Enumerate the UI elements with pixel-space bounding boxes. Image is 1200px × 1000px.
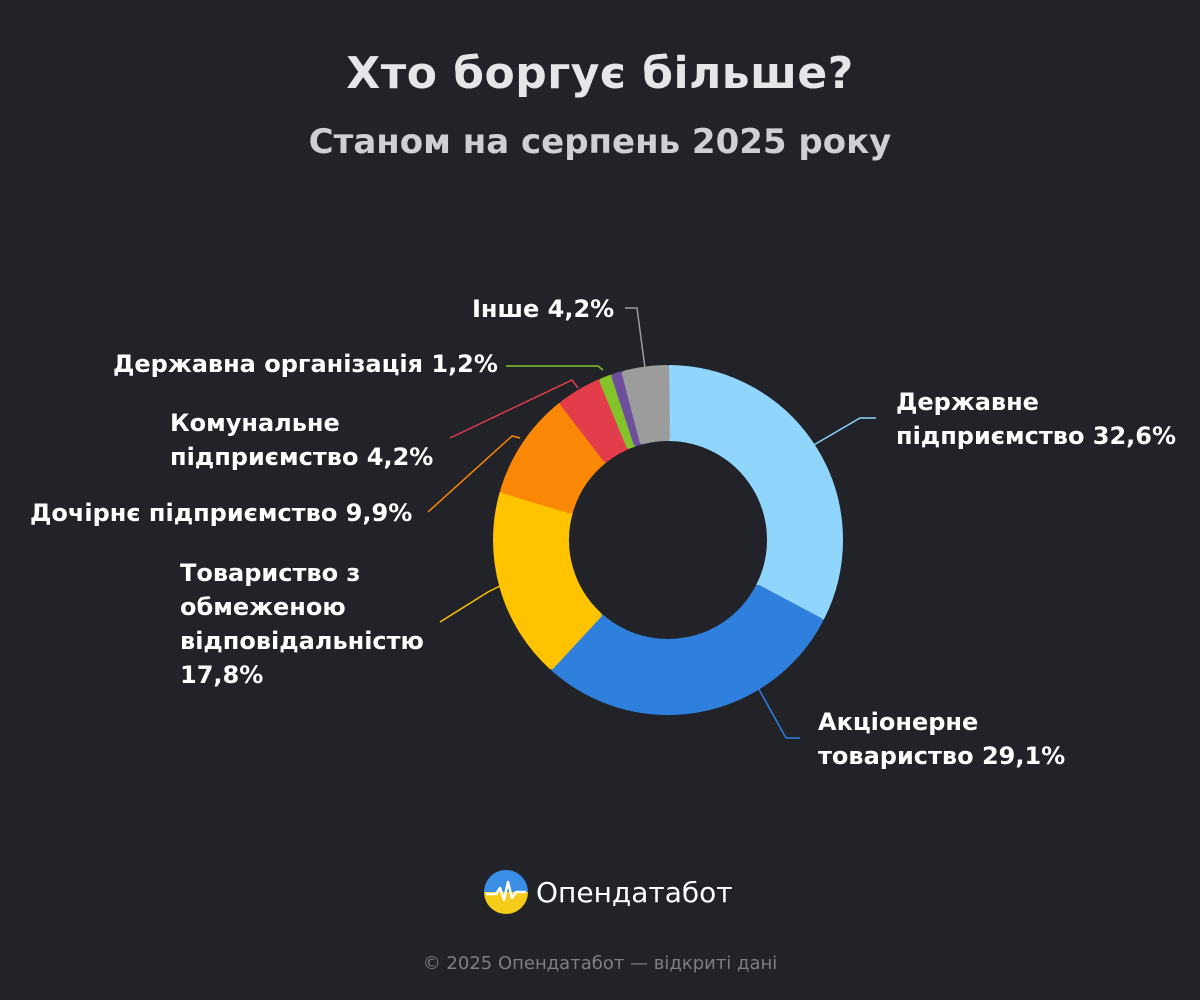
- slice-label-derzhavna-orhanizatsiia: Державна організація 1,2%: [113, 350, 498, 378]
- slice-label-dochirne-pidpryiemstvo: Дочірнє підприємство 9,9%: [30, 499, 413, 527]
- donut-slice-1: [550, 584, 823, 715]
- slice-label-tov: Товариство з обмеженою відповідальністю …: [180, 559, 424, 689]
- slice-label-komunalne-pidpryiemstvo: Комунальне підприємство 4,2%: [170, 409, 434, 471]
- chart-title: Хто боргує більше?: [346, 48, 854, 99]
- leader-line-5: [506, 365, 604, 371]
- donut-slice-0: [666, 365, 843, 621]
- leader-line-3: [427, 435, 521, 513]
- leader-line-2: [439, 585, 501, 623]
- donut-slice-3: [500, 402, 608, 514]
- leader-line-4: [449, 379, 579, 439]
- slice-label-inshe: Інше 4,2%: [472, 295, 615, 323]
- leader-line-0: [811, 417, 876, 447]
- footer-copyright: © 2025 Опендатабот — відкриті дані: [422, 953, 778, 974]
- donut-slice-2: [493, 490, 602, 670]
- donut-slice-7: [621, 365, 670, 445]
- slice-label-derzh-pidpryiemstvo: Державне підприємство 32,6%: [896, 388, 1177, 450]
- slice-label-aktsionerne-tovarystvo: Акціонерне товариство 29,1%: [818, 708, 1066, 770]
- opendatabot-logo-icon: [484, 870, 528, 914]
- leader-line-1: [755, 683, 800, 739]
- brand-name: Опендатабот: [536, 875, 733, 909]
- chart-subtitle: Станом на серпень 2025 року: [308, 122, 892, 162]
- leader-line-7: [625, 307, 646, 369]
- brand-logo: Опендатабот: [484, 870, 733, 914]
